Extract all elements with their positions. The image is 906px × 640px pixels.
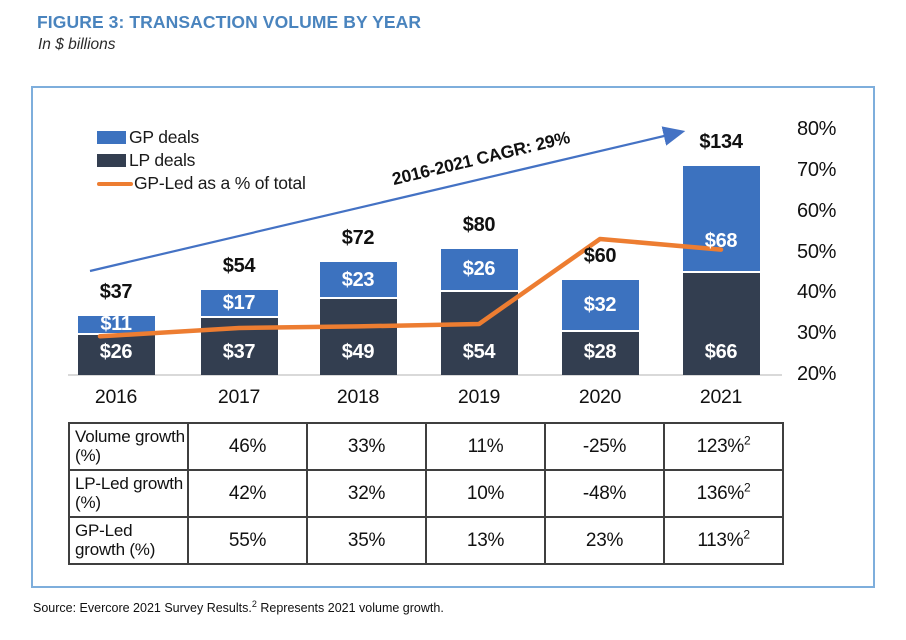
growth-value-cell: 55%: [187, 516, 308, 565]
legend-label: GP-Led as a % of total: [134, 173, 306, 193]
legend-item-gp-led-line: GP-Led as a % of total: [97, 172, 306, 195]
row-label: GP-Led growth (%): [68, 516, 189, 565]
legend-item-lp-deals: LP deals: [97, 149, 306, 172]
growth-value-cell: 136%2: [663, 469, 784, 518]
growth-value-cell: 10%: [425, 469, 546, 518]
legend-label: LP deals: [129, 150, 196, 170]
growth-value-cell: 13%: [425, 516, 546, 565]
growth-value-cell: 32%: [306, 469, 427, 518]
footnote-marker: 2: [744, 433, 751, 448]
growth-table: Volume growth (%) 46% 33% 11% -25% 123%2 LP-Le…: [68, 422, 784, 565]
figure-title: FIGURE 3: TRANSACTION VOLUME BY YEAR: [37, 12, 422, 32]
table-row: LP-Led growth (%) 42% 32% 10% -48% 136%2: [68, 469, 784, 518]
x-axis-baseline: [68, 374, 782, 376]
footnote-marker: 2: [743, 527, 750, 542]
source-text: Source: Evercore 2021 Survey Results.: [33, 601, 252, 615]
legend-label: GP deals: [129, 127, 200, 147]
table-row: GP-Led growth (%) 55% 35% 13% 23% 113%2: [68, 516, 784, 565]
growth-value-cell: 35%: [306, 516, 427, 565]
growth-value-cell: 46%: [187, 422, 308, 471]
legend-color-swatch: [97, 154, 126, 167]
growth-value-cell: 113%2: [663, 516, 784, 565]
legend-item-gp-deals: GP deals: [97, 126, 306, 149]
growth-value-cell: 23%: [544, 516, 665, 565]
chart-legend: GP deals LP deals GP-Led as a % of total: [97, 126, 306, 195]
source-note: Source: Evercore 2021 Survey Results.2 R…: [33, 598, 444, 615]
growth-value-cell: 123%2: [663, 422, 784, 471]
footnote-text: Represents 2021 volume growth.: [260, 601, 444, 615]
table-row: Volume growth (%) 46% 33% 11% -25% 123%2: [68, 422, 784, 471]
growth-value-cell: 33%: [306, 422, 427, 471]
footnote-marker: 2: [744, 480, 751, 495]
legend-line-icon: [97, 181, 133, 186]
growth-value-cell: -48%: [544, 469, 665, 518]
row-label: Volume growth (%): [68, 422, 189, 471]
legend-color-swatch: [97, 131, 126, 144]
figure-subtitle: In $ billions: [38, 36, 116, 53]
source-footnote-marker: 2: [251, 598, 257, 609]
growth-value-cell: 11%: [425, 422, 546, 471]
row-label: LP-Led growth (%): [68, 469, 189, 518]
growth-value-cell: -25%: [544, 422, 665, 471]
growth-value-cell: 42%: [187, 469, 308, 518]
